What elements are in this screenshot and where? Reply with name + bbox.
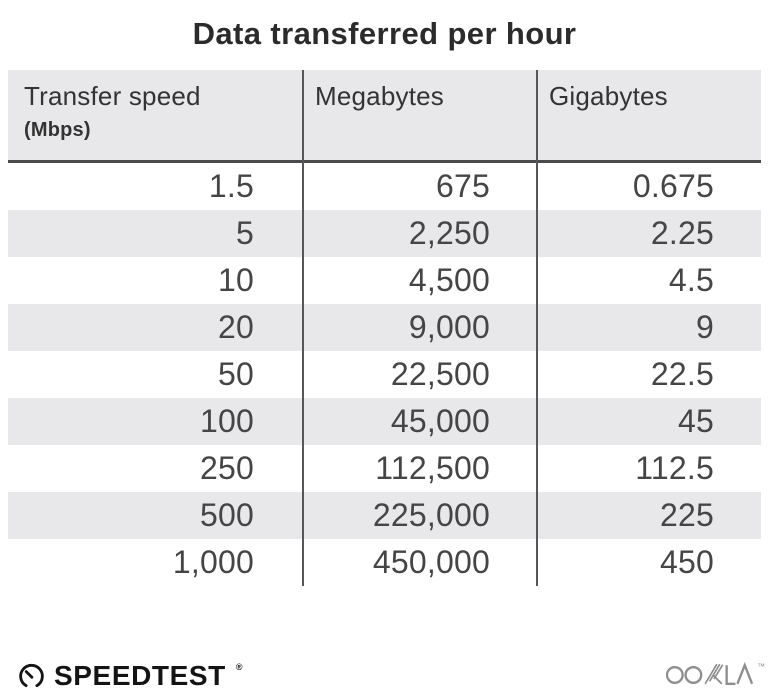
cell-gigabytes: 22.5	[650, 356, 714, 392]
cell-megabytes: 45,000	[390, 403, 490, 439]
cell-transfer-speed: 1.5	[208, 168, 254, 204]
column-header-label: Gigabytes	[549, 81, 668, 111]
cell-megabytes: 4,500	[408, 262, 490, 298]
cell-transfer-speed: 500	[200, 497, 254, 533]
column-header-transfer-speed: Transfer speed (Mbps)	[8, 70, 303, 160]
column-header-label: Transfer speed	[24, 81, 201, 111]
table-row: 20 9,000 9	[8, 304, 761, 351]
cell-gigabytes: 450	[660, 544, 714, 580]
cell-gigabytes: 2.25	[650, 215, 714, 251]
cell-gigabytes: 9	[696, 309, 714, 345]
cell-transfer-speed: 1,000	[172, 544, 254, 580]
cell-transfer-speed: 250	[200, 450, 254, 486]
cell-gigabytes: 45	[678, 403, 714, 439]
data-table: Transfer speed (Mbps) Megabytes Gigabyte…	[8, 70, 761, 586]
cell-transfer-speed: 100	[200, 403, 254, 439]
cell-megabytes: 22,500	[390, 356, 490, 392]
trademark-icon: ™	[757, 662, 765, 671]
cell-transfer-speed: 50	[218, 356, 254, 392]
cell-gigabytes: 0.675	[632, 168, 714, 204]
column-header-sublabel: (Mbps)	[24, 119, 91, 141]
table-row: 1,000 450,000 450	[8, 539, 761, 586]
speedtest-wordmark: SPEEDTEST	[54, 660, 226, 691]
table-row: 500 225,000 225	[8, 492, 761, 539]
cell-gigabytes: 112.5	[635, 450, 714, 486]
table-row: 50 22,500 22.5	[8, 351, 761, 398]
speedtest-gauge-icon	[19, 663, 44, 687]
speedtest-logo: SPEEDTEST ®	[18, 660, 243, 691]
table-row: 250 112,500 112.5	[8, 445, 761, 492]
ookla-logo: ™	[666, 662, 765, 686]
cell-megabytes: 675	[436, 168, 490, 204]
cell-megabytes: 450,000	[372, 544, 490, 580]
page-title: Data transferred per hour	[192, 16, 577, 51]
cell-megabytes: 225,000	[372, 497, 490, 533]
cell-gigabytes: 4.5	[668, 262, 714, 298]
column-divider-1	[302, 70, 304, 586]
column-header-gigabytes: Gigabytes	[537, 70, 761, 160]
table-header-row: Transfer speed (Mbps) Megabytes Gigabyte…	[8, 70, 761, 160]
cell-megabytes: 9,000	[408, 309, 490, 345]
table-row: 1.5 675 0.675	[8, 163, 761, 210]
table-row: 5 2,250 2.25	[8, 210, 761, 257]
column-header-megabytes: Megabytes	[303, 70, 537, 160]
cell-transfer-speed: 20	[218, 309, 254, 345]
registered-trademark-icon: ®	[235, 662, 243, 672]
table-row: 100 45,000 45	[8, 398, 761, 445]
column-divider-2	[536, 70, 538, 586]
cell-transfer-speed: 10	[218, 262, 254, 298]
table-row: 10 4,500 4.5	[8, 257, 761, 304]
cell-transfer-speed: 5	[236, 215, 254, 251]
header-divider	[8, 160, 761, 163]
cell-megabytes: 2,250	[408, 215, 490, 251]
cell-gigabytes: 225	[660, 497, 714, 533]
cell-megabytes: 112,500	[375, 450, 490, 486]
column-header-label: Megabytes	[315, 81, 444, 111]
ookla-wordmark-icon	[666, 662, 754, 685]
